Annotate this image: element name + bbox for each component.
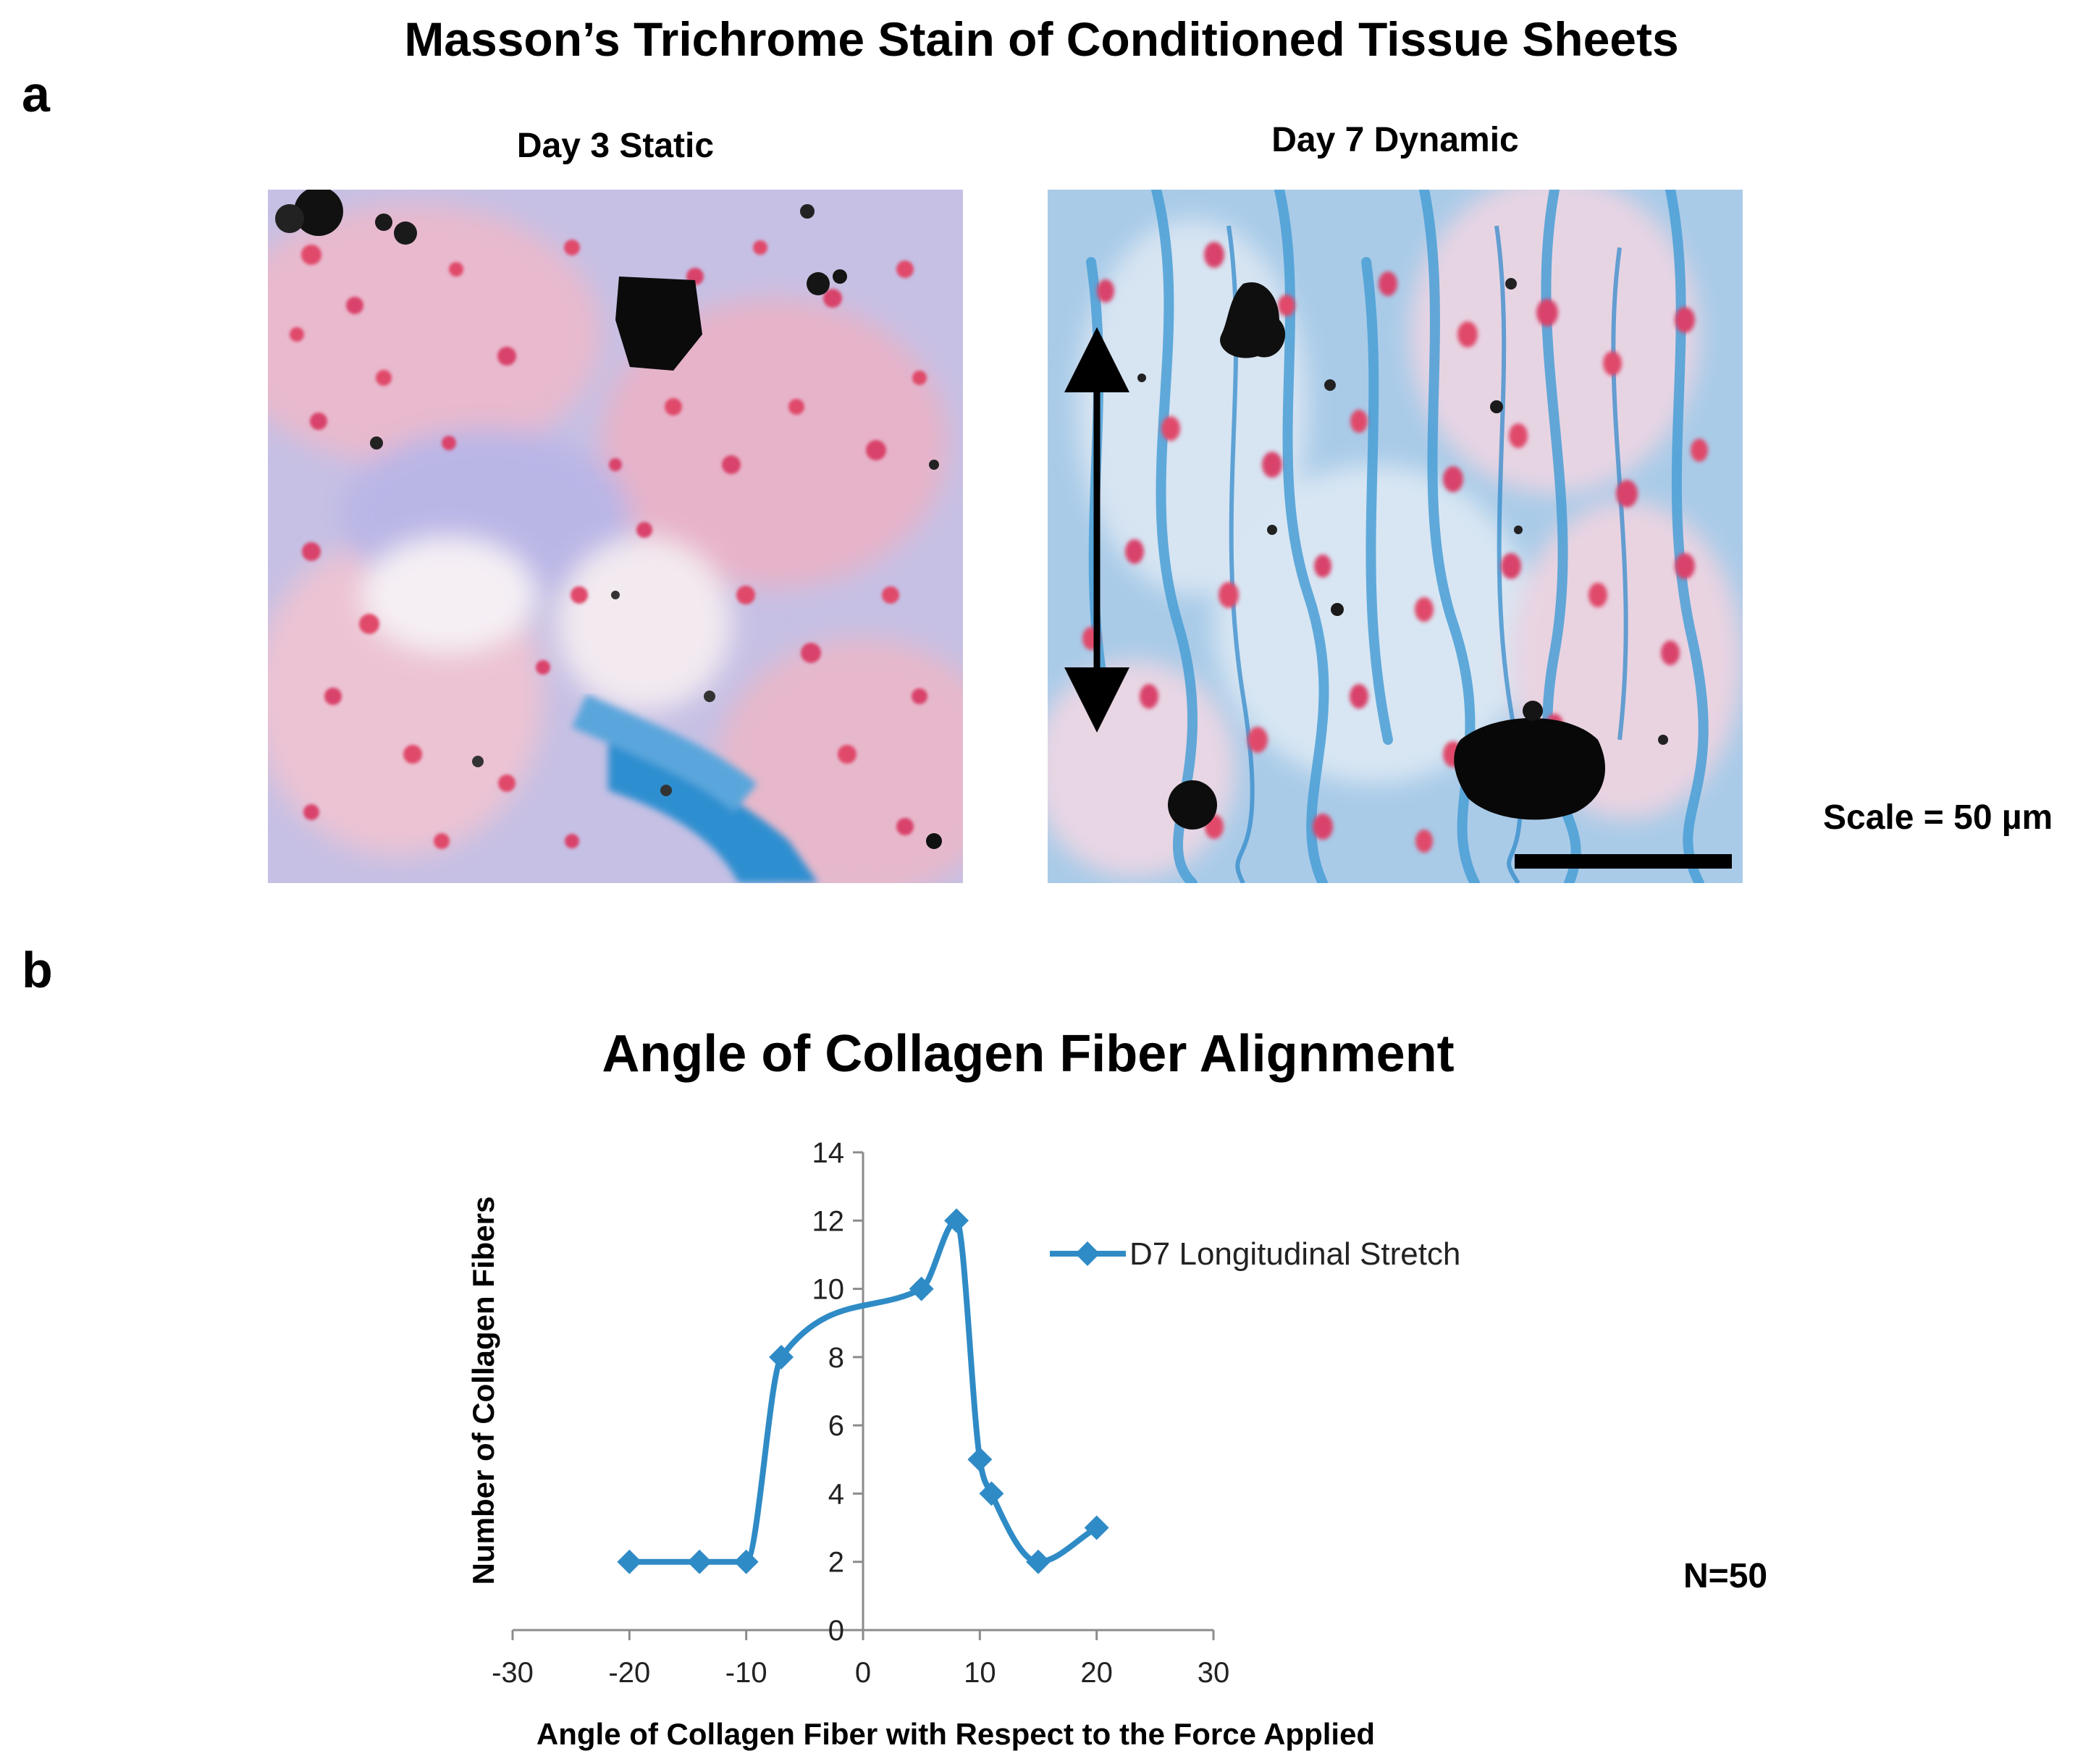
micrograph-day3-static	[268, 190, 963, 883]
data-point	[733, 1549, 759, 1574]
legend: D7 Longitudinal Stretch	[1050, 1236, 1460, 1272]
image-label-day7: Day 7 Dynamic	[1271, 121, 1519, 159]
x-tick-label: -30	[492, 1657, 534, 1689]
x-tick-label: 10	[964, 1657, 996, 1689]
y-tick-label: 14	[812, 1137, 845, 1169]
sample-size-label: N=50	[1683, 1557, 1768, 1595]
micrograph-day7-dynamic	[1048, 190, 1743, 883]
y-axis-title: Number of Collagen Fibers	[466, 1197, 500, 1585]
x-tick-label: 0	[855, 1657, 871, 1689]
y-tick-label: 8	[828, 1342, 844, 1374]
x-axis-title: Angle of Collagen Fiber with Respect to …	[536, 1717, 1375, 1751]
image-label-day3: Day 3 Static	[516, 127, 715, 165]
data-point	[944, 1208, 969, 1233]
data-point	[769, 1344, 794, 1370]
x-tick-label: -20	[608, 1657, 650, 1689]
chart-title: Angle of Collagen Fiber Alignment	[602, 1025, 1454, 1083]
data-point	[687, 1549, 712, 1574]
y-tick-label: 2	[828, 1547, 844, 1579]
data-point	[1084, 1515, 1109, 1540]
figure-title: Masson’s Trichrome Stain of Conditioned …	[404, 12, 1679, 66]
data-point	[967, 1447, 993, 1472]
axes: -30 -20 -10 0 10 20 30 0 2 4 6 8 10 12 14	[492, 1137, 1229, 1689]
data-point	[1026, 1549, 1051, 1574]
x-tick-label: -10	[725, 1657, 767, 1689]
panel-b-label: b	[22, 942, 53, 998]
y-tick-label: 10	[812, 1274, 845, 1306]
y-tick-label: 4	[828, 1478, 844, 1510]
scale-bar	[1515, 854, 1732, 869]
scale-label: Scale = 50 µm	[1823, 798, 2053, 837]
collagen-alignment-chart: Angle of Collagen Fiber Alignment Number…	[466, 1025, 1460, 1751]
y-tick-label: 6	[828, 1410, 844, 1442]
data-point	[617, 1549, 642, 1574]
panel-a-label: a	[22, 66, 50, 122]
x-tick-label: 20	[1080, 1657, 1113, 1689]
legend-marker	[1075, 1241, 1100, 1266]
data-point	[979, 1481, 1004, 1506]
legend-label: D7 Longitudinal Stretch	[1129, 1236, 1460, 1272]
y-tick-label: 12	[812, 1205, 845, 1237]
x-tick-label: 30	[1198, 1657, 1230, 1689]
y-tick-label: 0	[828, 1615, 844, 1647]
data-point	[909, 1276, 934, 1301]
